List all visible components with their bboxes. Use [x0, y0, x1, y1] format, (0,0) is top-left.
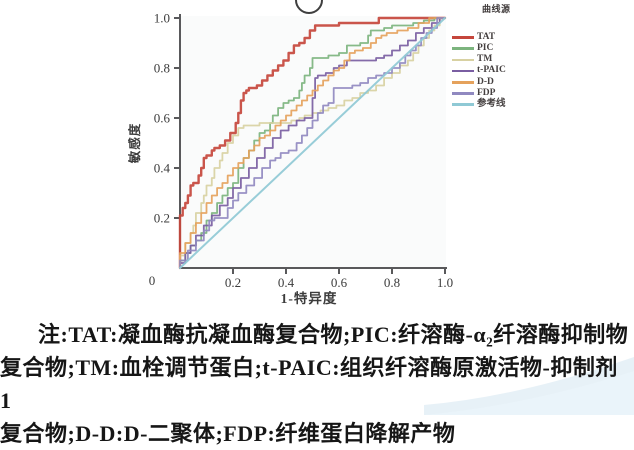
legend-label-D-D: D-D: [477, 76, 494, 87]
x-tick-label-0.4: 0.4: [278, 275, 295, 290]
legend-label-FDP: FDP: [477, 87, 496, 98]
legend-item-D-D: D-D: [452, 77, 572, 88]
x-axis-title: 1-特异度: [281, 290, 338, 306]
legend-swatch-FDP: [452, 92, 474, 95]
legend-title: 曲线源: [482, 4, 511, 14]
legend-item-TM: TM: [452, 54, 572, 65]
legend-label-TAT: TAT: [477, 31, 496, 42]
y-tick-label-1.0: 1.0: [154, 11, 170, 26]
x-tick-label-0.2: 0.2: [225, 275, 241, 290]
curve-TM: [179, 17, 446, 269]
y-tick-label-0.4: 0.4: [154, 161, 171, 176]
y-tick-label-0.6: 0.6: [154, 111, 171, 126]
figure-caption: 注:TAT:凝血酶抗凝血酶复合物;PIC:纤溶酶-α₂纤溶酶抑制物 复合物;TM…: [0, 318, 634, 450]
legend-swatch-D-D: [452, 81, 474, 84]
caption-line-2: 复合物;TM:血栓调节蛋白;t-PAIC:组织纤溶酶原激活物-抑制剂 1: [0, 355, 618, 413]
roc-chart: 1.0 0.8 0.6 0.4 0.2 0 0.2 0.4 0.6 0.8 1.…: [127, 11, 453, 307]
legend-label-t-PAIC: t-PAIC: [477, 65, 506, 76]
legend-items: TAT PIC TM t-PAIC D-D FDP 参考线: [452, 32, 572, 110]
legend-item-参考线: 参考线: [452, 99, 572, 110]
curve-t-PAIC: [179, 17, 446, 269]
legend-swatch-TAT: [452, 36, 474, 39]
legend-swatch-参考线: [452, 103, 474, 107]
legend-item-TAT: TAT: [452, 32, 572, 43]
legend-item-FDP: FDP: [452, 88, 572, 99]
legend-item-PIC: PIC: [452, 43, 572, 54]
curve-参考线: [179, 17, 446, 269]
curve-PIC: [179, 17, 446, 269]
y-tick-label-0.8: 0.8: [154, 61, 170, 76]
x-tick-label-0.8: 0.8: [384, 275, 400, 290]
x-tick-label-1.0: 1.0: [437, 275, 453, 290]
curve-TAT: [178, 16, 447, 270]
x-tick-label-0.6: 0.6: [331, 275, 348, 290]
legend-label-PIC: PIC: [477, 43, 494, 54]
legend-swatch-PIC: [452, 47, 474, 51]
origin-label: 0: [149, 273, 156, 288]
legend-label-参考线: 参考线: [477, 98, 506, 109]
legend-item-t-PAIC: t-PAIC: [452, 66, 572, 77]
legend-label-TM: TM: [477, 54, 493, 65]
x-tick-marks: [232, 268, 446, 274]
caption-line-1: 注:TAT:凝血酶抗凝血酶复合物;PIC:纤溶酶-α₂纤溶酶抑制物: [38, 322, 629, 347]
legend-swatch-t-PAIC: [452, 69, 474, 73]
roc-curves: [178, 16, 447, 270]
y-axis-title: 敏感度: [127, 123, 142, 165]
legend: 曲线源 TAT PIC TM t-PAIC D-D FDP 参考线: [452, 2, 572, 110]
y-tick-label-0.2: 0.2: [154, 211, 170, 226]
legend-swatch-TM: [452, 58, 474, 62]
caption-line-3: 复合物;D-D:D-二聚体;FDP:纤维蛋白降解产物: [0, 421, 456, 446]
curve-D-D: [179, 17, 446, 269]
